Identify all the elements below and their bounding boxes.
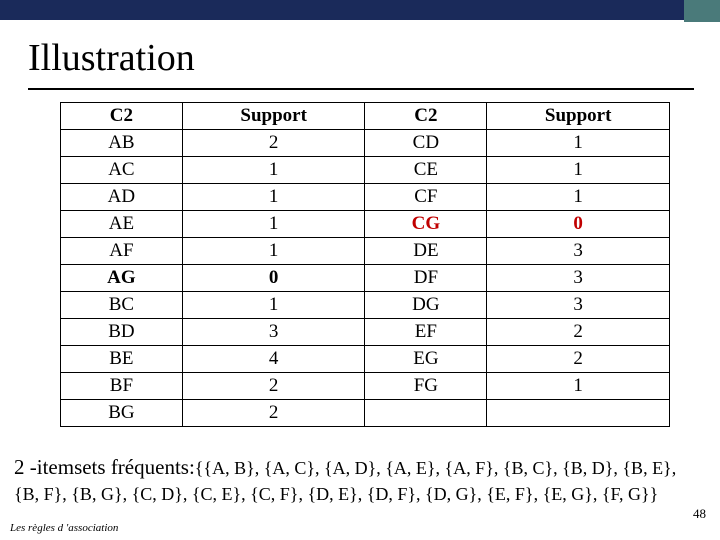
table-cell: 2 (487, 319, 670, 346)
table-cell: CE (365, 157, 487, 184)
col-header: C2 (365, 103, 487, 130)
table-cell: 1 (182, 157, 365, 184)
table-cell: 1 (182, 211, 365, 238)
table-cell: AE (61, 211, 183, 238)
table-cell: 3 (487, 238, 670, 265)
table-cell: BG (61, 400, 183, 427)
page-title: Illustration (0, 22, 720, 88)
table-cell: AG (61, 265, 183, 292)
table-row: AF1DE3 (61, 238, 670, 265)
col-header: Support (182, 103, 365, 130)
table-cell: 4 (182, 346, 365, 373)
table-cell: AF (61, 238, 183, 265)
table-cell: 0 (487, 211, 670, 238)
table-cell: DG (365, 292, 487, 319)
table-cell: DF (365, 265, 487, 292)
table-cell (487, 400, 670, 427)
table-cell: 1 (182, 292, 365, 319)
table-cell: 3 (487, 292, 670, 319)
table-cell: 2 (182, 373, 365, 400)
table-row: BG2 (61, 400, 670, 427)
col-header: Support (487, 103, 670, 130)
table-row: BF2FG1 (61, 373, 670, 400)
table-cell: 2 (182, 400, 365, 427)
table-cell: CF (365, 184, 487, 211)
table-row: AG0DF3 (61, 265, 670, 292)
table-row: AC1CE1 (61, 157, 670, 184)
frequent-sets-line2: {B, F}, {B, G}, {C, D}, {C, E}, {C, F}, … (14, 484, 658, 504)
table-cell: CG (365, 211, 487, 238)
table-cell: BC (61, 292, 183, 319)
table-row: BC1DG3 (61, 292, 670, 319)
frequent-label: 2 -itemsets fréquents: (14, 455, 195, 479)
itemset-table: C2 Support C2 Support AB2CD1AC1CE1AD1CF1… (60, 102, 670, 427)
table-row: AB2CD1 (61, 130, 670, 157)
table-row: BE4EG2 (61, 346, 670, 373)
table-cell: 1 (487, 373, 670, 400)
col-header: C2 (61, 103, 183, 130)
table-cell: 2 (182, 130, 365, 157)
table-cell: 3 (182, 319, 365, 346)
table-cell: CD (365, 130, 487, 157)
header-bar (0, 0, 720, 22)
table-cell: FG (365, 373, 487, 400)
table-cell: 1 (182, 238, 365, 265)
table-header-row: C2 Support C2 Support (61, 103, 670, 130)
table-cell: AB (61, 130, 183, 157)
table-cell: AC (61, 157, 183, 184)
table-cell: BF (61, 373, 183, 400)
table-row: AE1CG0 (61, 211, 670, 238)
table-container: C2 Support C2 Support AB2CD1AC1CE1AD1CF1… (0, 90, 720, 427)
frequent-itemsets-text: 2 -itemsets fréquents:{{A, B}, {A, C}, {… (0, 453, 720, 506)
table-cell (365, 400, 487, 427)
footer-text: Les règles d 'association (10, 522, 118, 534)
frequent-sets-line1: {{A, B}, {A, C}, {A, D}, {A, E}, {A, F},… (195, 458, 676, 478)
table-cell: 0 (182, 265, 365, 292)
table-cell: AD (61, 184, 183, 211)
page-number: 48 (693, 506, 706, 522)
table-cell: 1 (182, 184, 365, 211)
table-cell: 3 (487, 265, 670, 292)
table-row: AD1CF1 (61, 184, 670, 211)
table-cell: 2 (487, 346, 670, 373)
table-row: BD3EF2 (61, 319, 670, 346)
table-cell: 1 (487, 184, 670, 211)
table-cell: BE (61, 346, 183, 373)
table-cell: 1 (487, 130, 670, 157)
table-cell: EG (365, 346, 487, 373)
table-cell: BD (61, 319, 183, 346)
table-cell: EF (365, 319, 487, 346)
table-cell: 1 (487, 157, 670, 184)
table-cell: DE (365, 238, 487, 265)
